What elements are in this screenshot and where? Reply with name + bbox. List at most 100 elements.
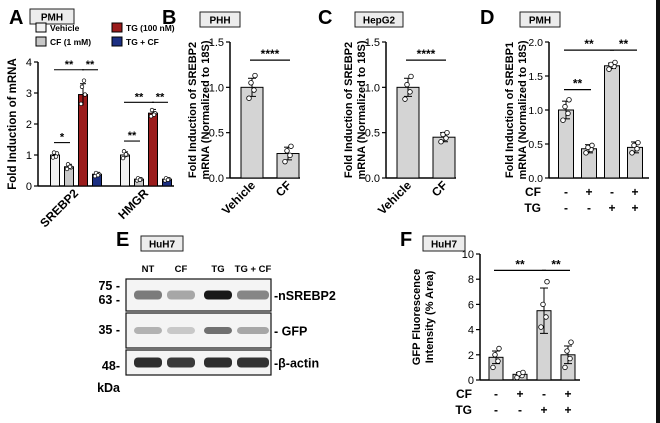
data-point (564, 348, 570, 354)
data-point (631, 142, 637, 149)
kda-marker: 75 - (98, 279, 120, 293)
y-tick-label: 4 (468, 325, 474, 337)
data-point (79, 84, 85, 89)
y-axis-label-line: Intensity (% Area) (424, 270, 436, 363)
data-point (137, 177, 143, 182)
treatment-sign: - (494, 387, 498, 401)
data-point (543, 314, 549, 320)
treatment-sign: - (610, 185, 614, 199)
protein-band (134, 357, 162, 368)
significance-label: * (60, 132, 65, 144)
row-label: TG (455, 403, 472, 417)
treatment-sign: - (542, 387, 546, 401)
tag-c: HepG2 (363, 16, 396, 27)
data-point (544, 279, 550, 285)
y-tick-label: 10 (462, 249, 474, 261)
data-point (287, 152, 293, 159)
data-point (67, 164, 73, 169)
row-label: CF (456, 387, 472, 401)
tag-a: PMH (41, 13, 63, 24)
y-tick-label: 1.5 (209, 37, 224, 49)
data-point (53, 154, 59, 159)
bar (604, 65, 620, 179)
treatment-sign: + (631, 201, 638, 215)
significance-label: ** (86, 59, 95, 71)
bar-tg (148, 112, 158, 187)
treatment-sign: - (518, 403, 522, 417)
protein-band (134, 327, 162, 334)
y-tick-label: 0.0 (365, 173, 380, 185)
data-point (540, 301, 546, 308)
data-point (606, 66, 612, 72)
y-tick-label: 2 (26, 119, 32, 131)
y-tick-label: 1.0 (528, 105, 543, 117)
data-point (251, 87, 257, 93)
protein-band (204, 327, 232, 334)
legend-swatch (35, 22, 47, 33)
data-point (64, 166, 70, 172)
tag-d: PMH (529, 16, 551, 27)
data-point (402, 96, 408, 102)
legend-label: TG + CF (126, 37, 159, 47)
data-point (560, 117, 566, 123)
protein-band (237, 357, 269, 368)
panel-letter-e: E (116, 229, 129, 251)
panel-letter-d: D (480, 7, 494, 29)
data-point (568, 339, 574, 345)
data-point (288, 143, 294, 149)
data-point (408, 73, 414, 80)
treatment-sign: + (608, 201, 615, 215)
bar (432, 136, 456, 179)
y-tick-label: 8 (468, 274, 474, 286)
y-tick-label: 4 (26, 57, 32, 69)
data-point (123, 152, 129, 157)
y-tick-label: 2.0 (528, 37, 543, 49)
protein-band (167, 357, 195, 368)
x-tick-label: CF (273, 178, 294, 199)
treatment-sign: + (631, 185, 638, 199)
data-point (165, 177, 171, 182)
data-point (612, 59, 618, 66)
tag-e-box (140, 235, 184, 252)
treatment-sign: + (585, 185, 592, 199)
data-point (151, 112, 157, 117)
data-point (149, 107, 155, 113)
treatment-sign: - (494, 403, 498, 417)
x-tick-label: SREBP2 (37, 186, 81, 230)
y-axis-label: Fold Induction of mRNA (7, 58, 19, 190)
data-point (443, 135, 449, 141)
data-point (635, 139, 641, 146)
data-point (589, 142, 595, 149)
treatment-sign: - (587, 201, 591, 215)
data-point (492, 352, 498, 358)
data-point (404, 81, 410, 88)
data-point (81, 78, 87, 83)
y-tick-label: 3 (26, 88, 32, 100)
data-point (95, 172, 101, 178)
y-tick-label: 0.5 (528, 139, 543, 151)
data-point (520, 369, 526, 376)
y-tick-label: 1.5 (365, 37, 380, 49)
y-axis-label-line: mRNA (Normalized to 18S) (517, 40, 529, 179)
y-tick-label: 1.0 (365, 82, 380, 94)
data-point (634, 146, 640, 152)
protein-band (237, 290, 269, 300)
treatment-sign: - (564, 185, 568, 199)
protein-band (204, 290, 232, 300)
data-point (246, 95, 252, 101)
kda-unit: kDa (97, 381, 121, 395)
panel-letter-b: B (162, 7, 176, 29)
data-point (495, 358, 501, 364)
significance-label: ** (619, 37, 629, 51)
protein-band (167, 290, 195, 300)
y-tick-label: 2 (468, 350, 474, 362)
panel-letter-c: C (318, 7, 332, 29)
bar-vehicle (50, 154, 60, 187)
y-axis-label-line: mRNA (Normalized to 18S) (356, 40, 368, 179)
significance-label: ** (135, 91, 144, 103)
tag-e: HuH7 (149, 240, 176, 251)
y-tick-label: 6 (468, 299, 474, 311)
treatment-sign: - (564, 201, 568, 215)
panel-letter-a: A (9, 7, 23, 29)
